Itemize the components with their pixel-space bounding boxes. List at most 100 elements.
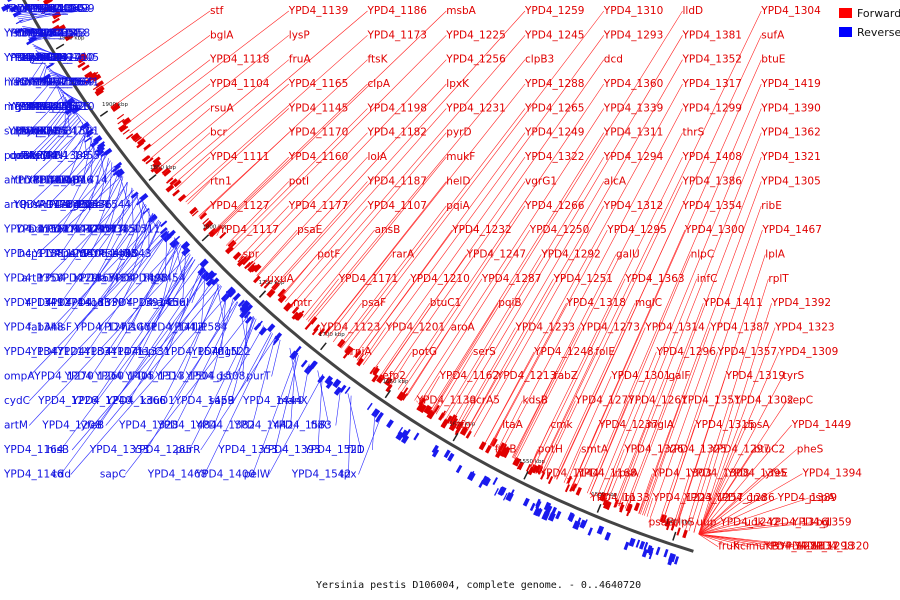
gene-label: pqiB [498,297,521,309]
gene-label: pspA [809,492,836,504]
gene-label: YPD4_1383 [29,150,89,162]
leader-line [515,132,683,460]
gene-label: YPD4_1315 [694,419,754,431]
gene-label: fruB [495,443,517,455]
forward-feature [141,155,149,162]
forward-feature [372,367,380,376]
forward-feature [277,289,286,298]
forward-feature [130,132,141,142]
gene-label: sapC [100,469,126,481]
leader-line [140,198,158,230]
leader-line [216,292,229,328]
gene-label: YPD4_1346 [33,175,94,187]
gene-label: YPD4_1511 [100,224,160,236]
reverse-feature [244,316,253,324]
leader-line [468,59,683,434]
gene-label: YPD4_1300 [684,224,744,236]
leader-line [319,327,322,332]
forward-feature [266,288,276,298]
gene-label: YPD4_1216 [7,101,68,113]
leader-line [136,193,146,230]
gene-label: dcd [604,54,623,66]
leader-line [307,59,526,322]
leader-line [49,119,82,157]
reverse-feature [86,131,94,138]
leader-line [146,259,196,328]
forward-feature [225,245,234,255]
gene-label: YPD4_1171 [338,273,398,285]
reverse-feature [572,520,581,530]
forward-feature [634,502,640,512]
leader-line [484,83,683,444]
leader-line [698,351,780,535]
gene-label: YPD4_1343 [25,28,85,40]
reverse-feature [579,519,587,529]
gene-label: galU [616,249,640,261]
leader-line [353,278,411,358]
scale-tick [320,342,327,351]
reverse-feature [339,384,347,393]
gene-label: YPD4_1382 [195,420,255,432]
reverse-feature [522,497,530,507]
leader-line [162,240,178,304]
gene-label: YPD4_1200 [10,175,70,187]
gene-label: YPD4_1339 [603,102,663,114]
leader-line [618,376,669,507]
gene-label: thrS [683,127,705,139]
leader-line [51,104,71,132]
gene-label: hisA [23,199,46,211]
gene-label: YPD4_1390 [760,102,820,114]
leader-line [638,473,653,514]
leader-line [575,327,646,489]
gene-label: flgM [143,273,165,285]
reverse-feature [443,449,451,459]
forward-feature [495,449,503,459]
forward-feature [501,448,510,459]
leader-line [30,33,65,42]
leader-line [19,8,92,22]
reverse-feature [96,145,105,154]
gene-label: fliK [40,28,58,40]
leader-line [422,376,440,406]
leader-line [82,122,88,157]
gene-label: YPD4_1320 [809,541,869,553]
gene-label: YPD4_1201 [385,322,445,334]
gene-label: YPD4_1313 [124,371,184,383]
gene-label: YPD4_1352 [682,54,742,66]
gene-label: YPD4_1367 [55,273,115,285]
gene-label: fabA [27,322,52,334]
forward-feature [311,327,319,336]
leader-line [539,472,542,474]
gene-label: YPD4_1319 [725,370,785,382]
gene-label: YPD4_1462 [25,101,85,113]
reverse-feature [197,266,205,274]
gene-label: YPD4_1414 [47,175,108,187]
forward-feature [202,218,210,225]
gene-label: psaB [649,516,675,528]
legend: Forward Reverse [839,7,900,39]
forward-feature [324,326,331,335]
gene-label: ysuR [17,101,43,113]
gene-label: YPD4_1449 [791,419,851,431]
leader-line [60,124,85,157]
leader-line [556,35,762,480]
leader-line [216,281,225,328]
reverse-feature [623,541,630,551]
gene-label: YPD4_1504 [155,371,216,383]
reverse-feature [536,507,542,516]
forward-feature [43,0,53,6]
reverse-feature [366,402,373,411]
forward-feature [358,354,364,362]
leader-line [302,229,375,318]
gene-label: fepC [138,346,162,358]
leader-line [344,10,605,351]
leader-line [401,205,526,393]
leader-line [28,110,75,157]
gene-label: btuC1 [430,297,461,309]
gene-label: YPD4_1419 [760,78,820,90]
forward-feature [540,471,546,480]
leader-line [15,8,79,16]
gene-label: vgrG1 [525,175,557,187]
gene-label: YPD4_1170 [288,127,348,139]
leader-line [659,351,718,522]
